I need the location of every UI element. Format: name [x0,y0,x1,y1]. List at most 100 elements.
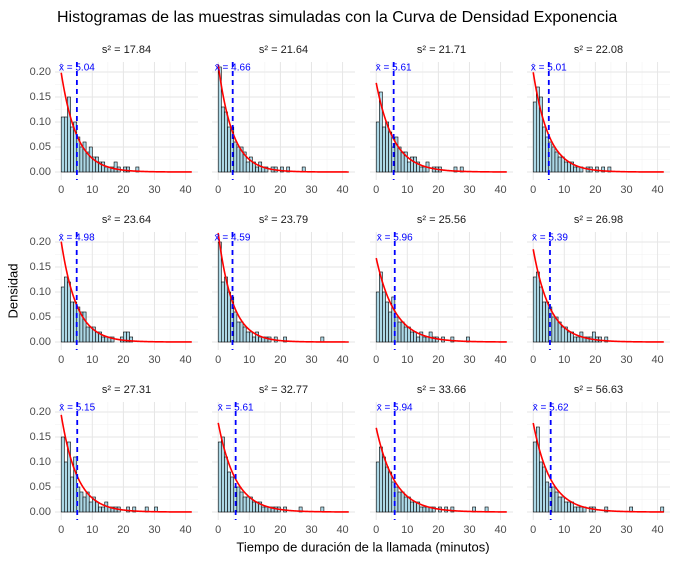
bar [98,506,102,513]
bar [539,461,543,513]
density-curve [217,64,349,173]
bar [245,161,250,173]
bar [233,141,238,173]
bar [70,301,74,343]
chart-title: Histogramas de las muestras simuladas co… [57,9,617,26]
y-tick-label: 0.20 [30,406,51,418]
mean-label: x̄ = 5.04 [59,63,95,74]
bar [548,486,553,513]
bar [453,166,458,173]
panel: 0 10 20 30 40 s² = 32.77 x̄ = 5.61 [212,384,355,536]
x-tick-label: 0 [373,354,379,366]
bar [560,156,565,173]
bar [579,506,584,513]
y-tick-label: 0.05 [30,311,51,323]
bar [604,506,609,513]
bar [236,321,241,343]
bar [576,166,581,173]
x-tick-label: 20 [432,354,444,366]
panel-label: s² = 21.71 [417,44,466,56]
x-tick-label: 20 [117,524,129,536]
bar [591,331,596,343]
x-tick-label: 10 [86,354,98,366]
bar [126,166,130,173]
bar [422,506,427,513]
bar [104,336,109,343]
x-tick-label: 20 [117,354,129,366]
mean-label: x̄ = 4.98 [59,233,95,244]
y-tick-label: 0.05 [30,141,51,153]
bar [129,336,134,343]
y-axis-label: Densidad [5,264,20,319]
panel: 0 10 20 30 40 s² = 22.08 x̄ = 5.01 [527,44,670,196]
bar [388,471,393,513]
bar [545,481,550,513]
bar [242,326,247,343]
bar [60,436,65,513]
bar [60,286,65,343]
bar [403,326,408,343]
bar [375,461,380,513]
x-tick-label: 40 [336,354,348,366]
bar [230,476,235,513]
bar [233,311,238,343]
panel: 0 10 20 30 40 s² = 25.56 x̄ = 5.96 [370,214,513,366]
panel-label: s² = 56.63 [574,384,623,396]
x-tick-label: 40 [651,524,663,536]
x-tick-label: 0 [530,354,536,366]
bar [95,501,99,513]
x-tick-label: 40 [494,354,506,366]
bar [126,506,130,513]
bar [410,501,414,513]
x-tick-label: 40 [651,354,663,366]
bar [391,146,396,173]
bar [431,506,436,513]
bar [221,106,225,173]
bar [79,146,84,173]
x-tick-label: 20 [274,354,286,366]
x-tick-label: 10 [401,524,413,536]
bar [375,121,380,173]
bar [236,486,241,513]
bar [542,301,546,343]
x-tick-label: 30 [148,524,160,536]
bar [394,316,399,343]
bar [82,496,87,513]
bar [73,456,78,513]
bar [419,166,424,173]
bar [573,336,578,343]
bar [576,336,581,343]
y-tick-label: 0.00 [30,166,51,178]
panel-label: s² = 25.56 [417,214,466,226]
panel: 0 10 20 30 40 s² = 33.66 x̄ = 5.94 [370,384,513,536]
mean-label: x̄ = 5.94 [377,403,413,414]
bar [227,291,231,343]
density-curve [60,414,192,513]
x-tick-label: 20 [432,184,444,196]
y-tick-label: 0.15 [30,91,51,103]
x-tick-label: 30 [463,354,475,366]
bar [539,286,543,343]
x-tick-label: 20 [274,184,286,196]
bar [576,506,581,513]
bar [132,506,137,513]
bar [286,166,291,173]
x-tick-label: 0 [373,524,379,536]
bar [258,336,263,343]
bar [573,506,578,513]
bar [397,321,402,343]
x-tick-label: 20 [589,184,601,196]
x-tick-label: 40 [179,524,191,536]
x-tick-label: 10 [558,184,570,196]
bar [403,496,408,513]
bar [601,166,606,173]
mean-label: x̄ = 4.66 [215,63,251,74]
bar [542,126,546,173]
y-tick-label: 0.15 [30,261,51,273]
y-tick-label: 0.10 [30,456,51,468]
panel: 0 10 20 30 40 s² = 26.98 x̄ = 5.39 [527,214,670,366]
bar [227,126,231,173]
x-tick-label: 20 [589,524,601,536]
bar [542,466,546,513]
bar [564,161,568,173]
